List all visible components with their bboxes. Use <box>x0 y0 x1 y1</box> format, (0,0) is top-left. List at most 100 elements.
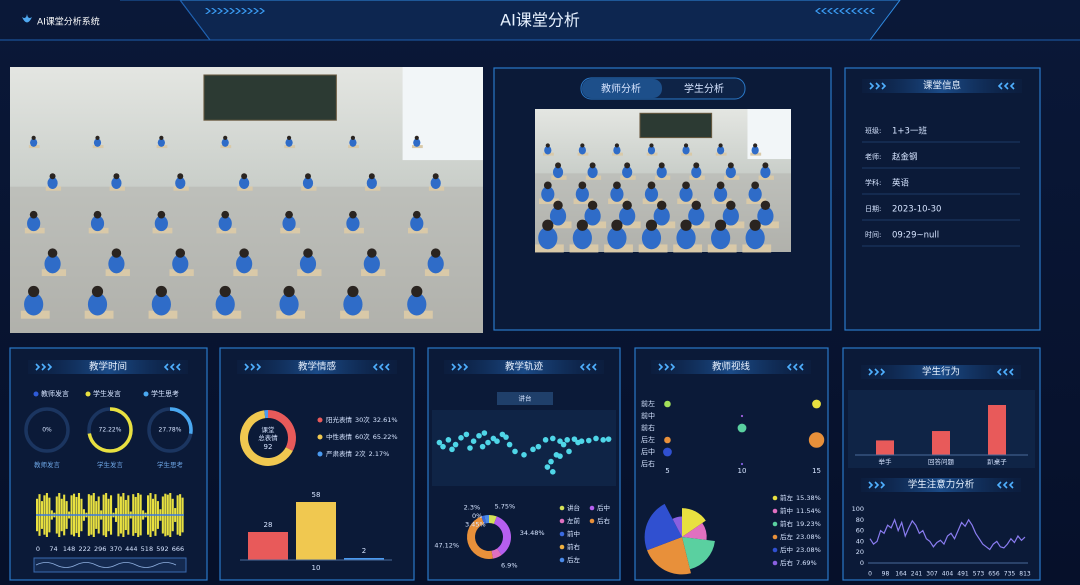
student <box>343 293 363 316</box>
donut-slice <box>467 516 493 559</box>
point <box>449 446 455 453</box>
legend-part: 30次 <box>355 415 370 424</box>
tab[interactable]: 教师分析 <box>601 82 641 95</box>
student-head <box>239 248 249 258</box>
header-chevron <box>869 8 875 14</box>
legend-label: 后右 <box>597 516 611 525</box>
legend-part: 7.69% <box>796 559 817 567</box>
bar-value: 2 <box>362 547 366 555</box>
chevron <box>874 481 880 489</box>
header-chevron <box>205 8 211 14</box>
tab[interactable]: 学生分析 <box>684 82 724 95</box>
info-value: 赵金钢 <box>892 152 918 163</box>
legend-label: 后右 7.69% <box>780 558 817 567</box>
x-tick-label: 164 <box>895 571 907 578</box>
point <box>485 439 491 446</box>
page-title: AI课堂分析 <box>500 11 580 30</box>
chevron <box>169 363 175 371</box>
info-value: 1+3一班 <box>892 126 927 137</box>
bar <box>296 502 336 560</box>
legend-label: 讲台 <box>567 503 580 512</box>
header-chevron <box>259 8 265 14</box>
legend-dot <box>772 547 778 553</box>
student-head <box>542 219 554 231</box>
header-chevron <box>229 8 235 14</box>
legend-part: 65.22% <box>373 433 398 441</box>
student <box>87 293 108 316</box>
gauge-arc <box>147 407 193 453</box>
x-tick-label: 491 <box>957 571 969 578</box>
student-head <box>751 181 760 190</box>
point <box>571 436 578 442</box>
student <box>722 206 739 226</box>
gauge-value: 0% <box>42 427 52 434</box>
student <box>647 146 656 155</box>
student-head <box>113 173 120 180</box>
x-tick-label: 444 <box>125 545 137 553</box>
student <box>349 138 357 147</box>
student <box>44 254 61 274</box>
header-chevron <box>827 8 833 14</box>
donut-slice <box>264 410 268 419</box>
title-strip <box>444 360 604 374</box>
legend-dot <box>317 451 323 457</box>
x-tick-label: 241 <box>911 571 923 578</box>
donut-slice <box>484 515 489 524</box>
header-chevron <box>833 8 839 14</box>
student <box>725 166 736 179</box>
student <box>676 226 696 250</box>
chevron <box>658 363 664 371</box>
bubble <box>808 432 825 448</box>
legend-label: 后左 <box>567 555 581 564</box>
behavior-area <box>848 390 1035 468</box>
title-strip <box>862 79 1022 93</box>
panel-title: 教师视线 <box>712 361 751 373</box>
student <box>24 293 44 316</box>
student-head <box>49 173 56 180</box>
student <box>757 206 774 226</box>
bubble <box>664 436 671 444</box>
legend-part: 阳光表情 <box>326 415 353 424</box>
student <box>27 215 41 232</box>
info-label: 日期: <box>865 205 881 213</box>
slice-label: 0% <box>472 512 482 520</box>
student <box>587 166 598 179</box>
student <box>413 138 421 147</box>
x-tick-label: 222 <box>78 545 90 553</box>
bar-value: 28 <box>264 521 273 529</box>
student-head <box>649 143 654 148</box>
y-tick-label: 20 <box>856 548 864 556</box>
point <box>542 437 549 443</box>
panel-title: 学生行为 <box>922 366 960 378</box>
slice-label: 34.48% <box>520 529 545 537</box>
bar <box>344 558 384 560</box>
student <box>279 293 299 316</box>
legend-part: 2.17% <box>369 450 390 458</box>
student <box>282 215 296 232</box>
chevron <box>35 363 41 371</box>
y-tick-label: 后左 <box>641 435 655 444</box>
title-strip <box>861 365 1021 379</box>
tab-active[interactable] <box>582 79 662 98</box>
student <box>644 186 659 202</box>
x-tick-label: 404 <box>942 571 954 578</box>
chevron <box>786 363 792 371</box>
rose-slice <box>682 522 707 540</box>
point <box>560 441 567 448</box>
bar <box>932 431 950 455</box>
point <box>499 431 506 438</box>
track-area <box>432 410 616 486</box>
legend-label: 前中 11.54% <box>780 506 821 515</box>
center-value: 92 <box>264 443 273 451</box>
student <box>679 186 693 202</box>
annotation-box <box>497 392 553 405</box>
header-chevron <box>851 8 857 14</box>
bubble <box>663 447 672 457</box>
point <box>550 469 556 475</box>
x-tick-label: 518 <box>141 545 153 553</box>
x-tick-label: 573 <box>973 571 985 578</box>
point <box>521 452 527 458</box>
student-head <box>691 200 702 211</box>
x-tick-label: 656 <box>988 571 1000 578</box>
legend-part: 后左 <box>780 532 794 541</box>
